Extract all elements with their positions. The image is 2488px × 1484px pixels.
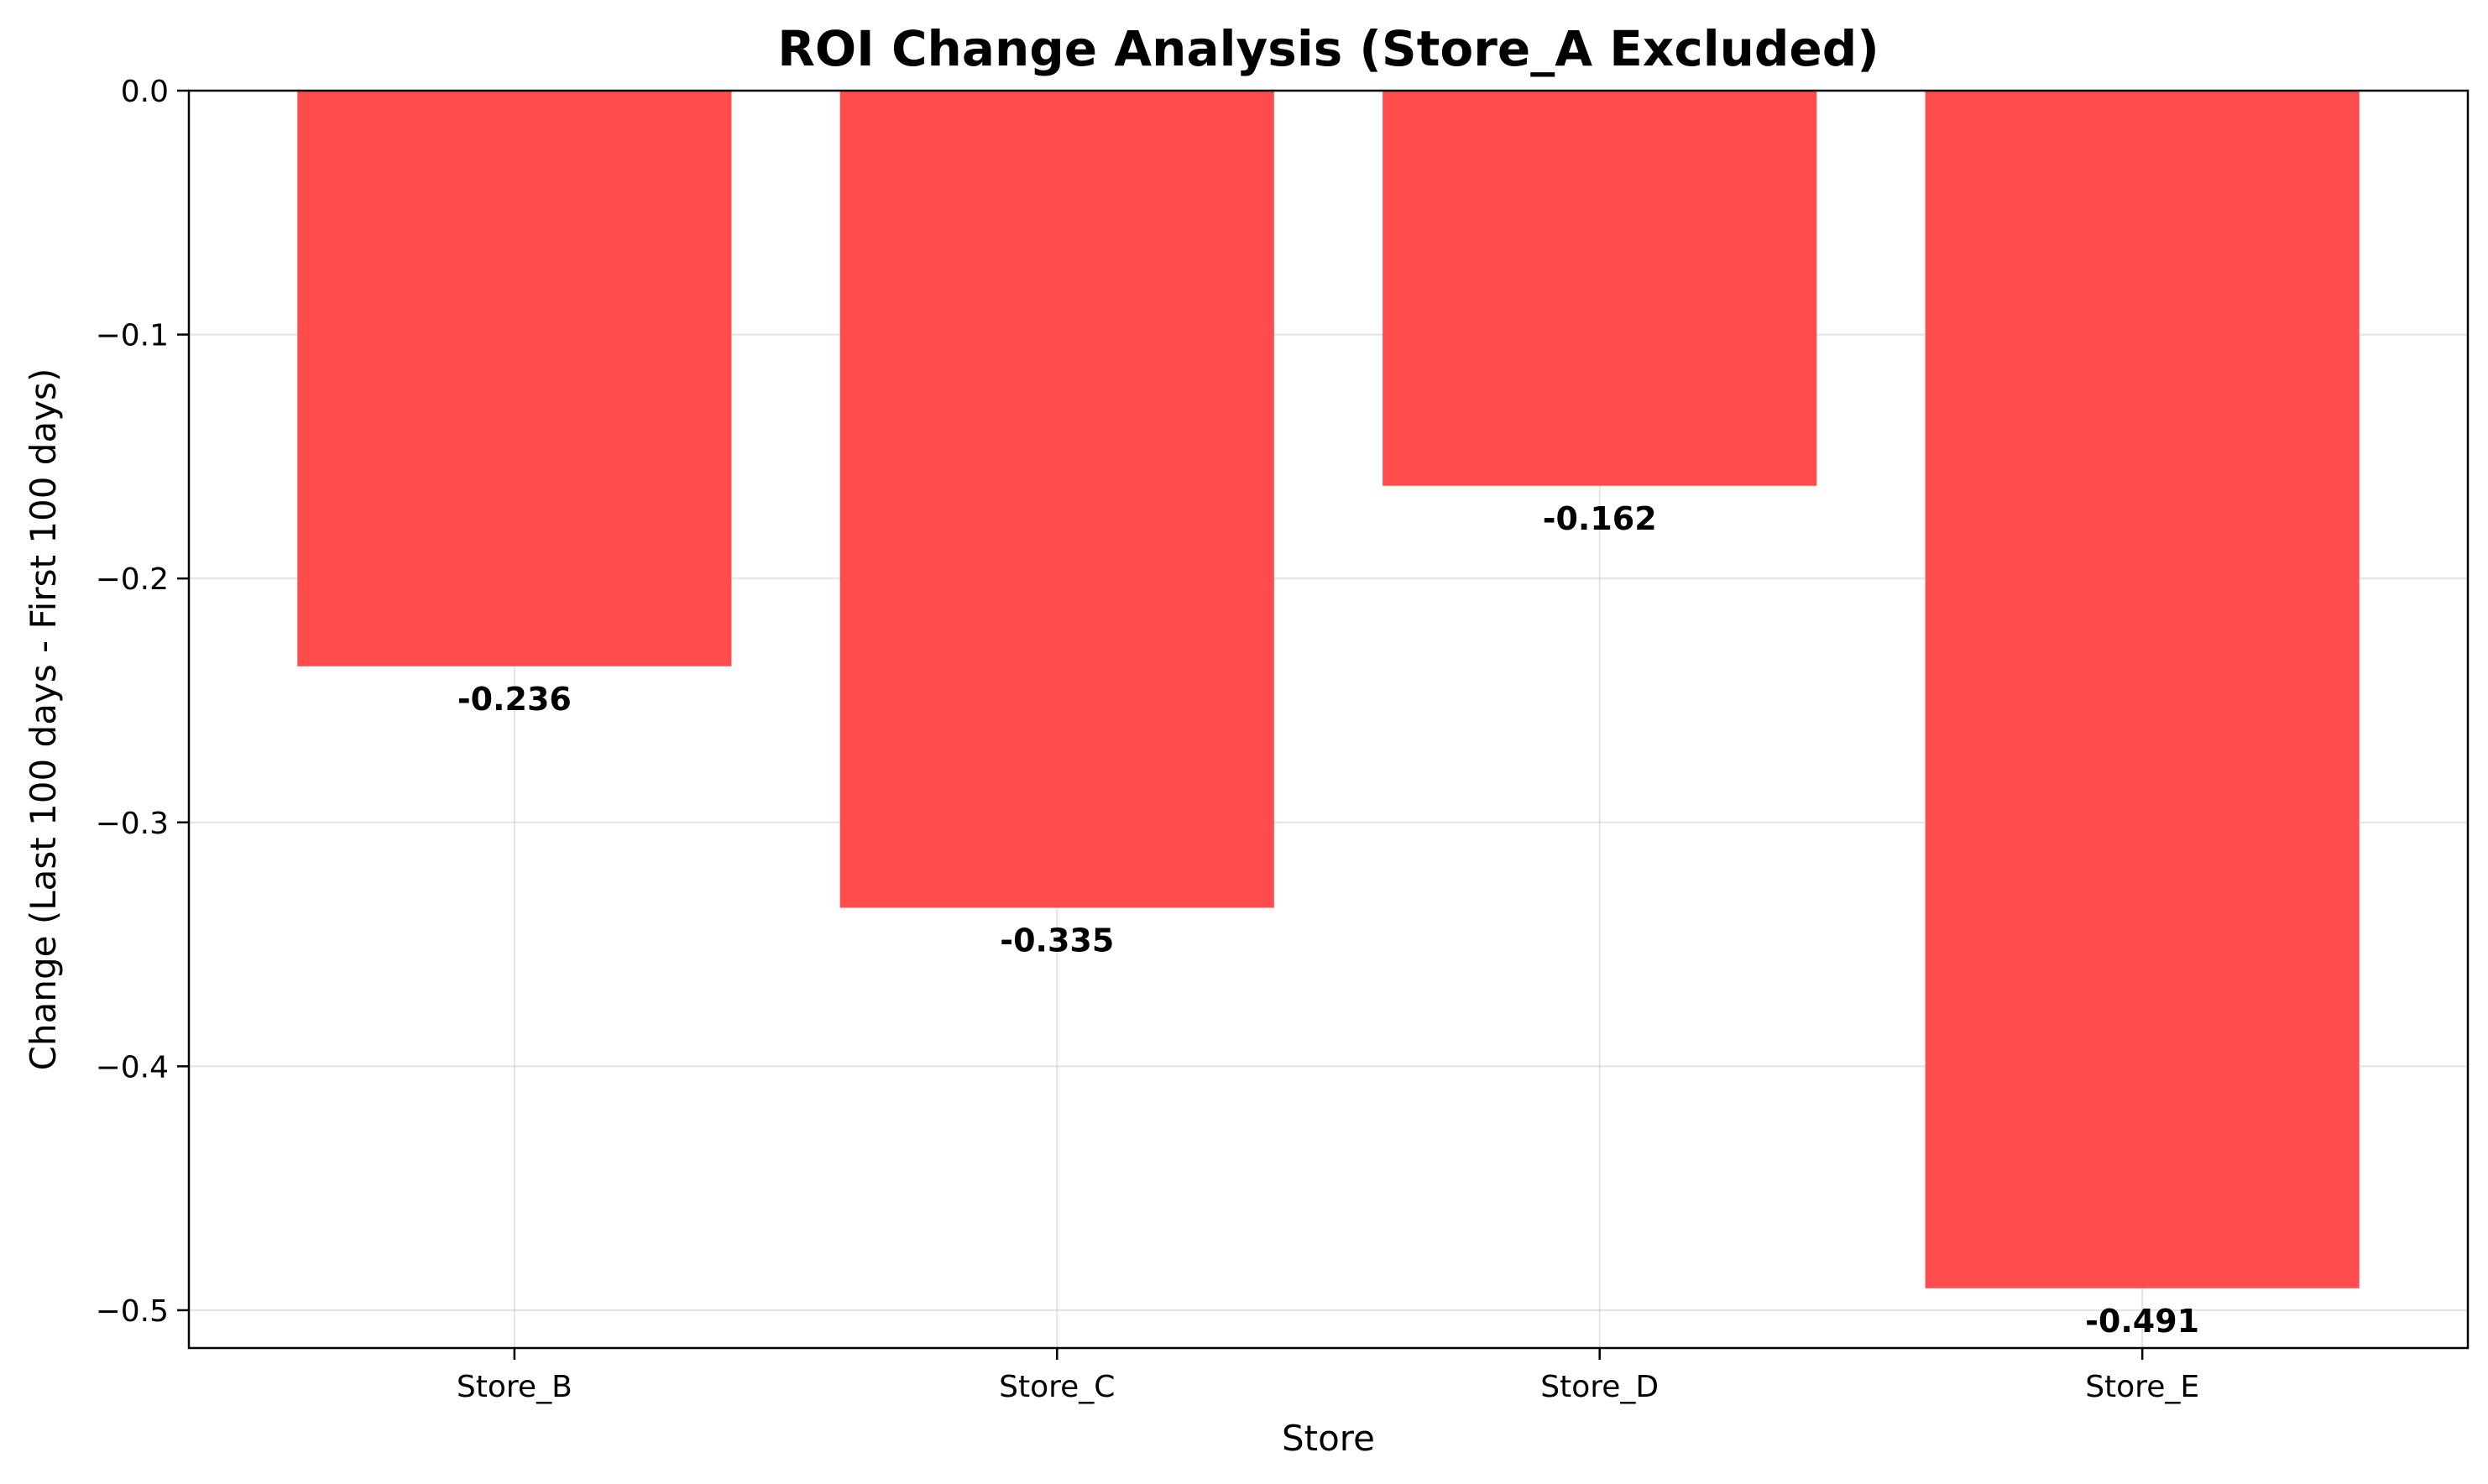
y-tick-label: −0.5 [96, 1294, 169, 1329]
y-axis-ticks: 0.0 −0.1 −0.2 −0.3 −0.4 −0.5 [96, 75, 189, 1329]
data-label: -0.162 [1543, 500, 1657, 537]
plot-frame [187, 89, 2470, 1350]
bar-store-b [297, 91, 732, 666]
y-tick-label: −0.1 [96, 319, 169, 353]
y-axis-label: Change (Last 100 days - First 100 days) [23, 368, 64, 1071]
data-labels: -0.236 -0.335 -0.162 -0.491 [457, 500, 2199, 1340]
axes [187, 89, 2470, 1350]
data-label: -0.236 [457, 681, 572, 718]
bar-store-e [1925, 91, 2360, 1288]
x-tick-label: Store_E [2085, 1370, 2199, 1404]
bar-store-d [1383, 91, 1817, 486]
bars [297, 91, 2360, 1288]
x-axis-label: Store [1282, 1418, 1375, 1459]
x-tick-label: Store_C [999, 1370, 1115, 1404]
data-label: -0.335 [1000, 922, 1114, 959]
x-tick-label: Store_B [457, 1370, 572, 1404]
x-axis-ticks: Store_B Store_C Store_D Store_E [457, 1348, 2199, 1404]
data-label: -0.491 [2085, 1303, 2199, 1340]
y-tick-label: 0.0 [121, 75, 169, 109]
y-tick-label: −0.2 [96, 562, 169, 597]
bar-store-c [839, 91, 1274, 908]
y-tick-label: −0.3 [96, 807, 169, 841]
chart-title: ROI Change Analysis (Store_A Excluded) [777, 20, 1879, 77]
x-tick-label: Store_D [1540, 1370, 1659, 1404]
y-tick-label: −0.4 [96, 1050, 169, 1084]
